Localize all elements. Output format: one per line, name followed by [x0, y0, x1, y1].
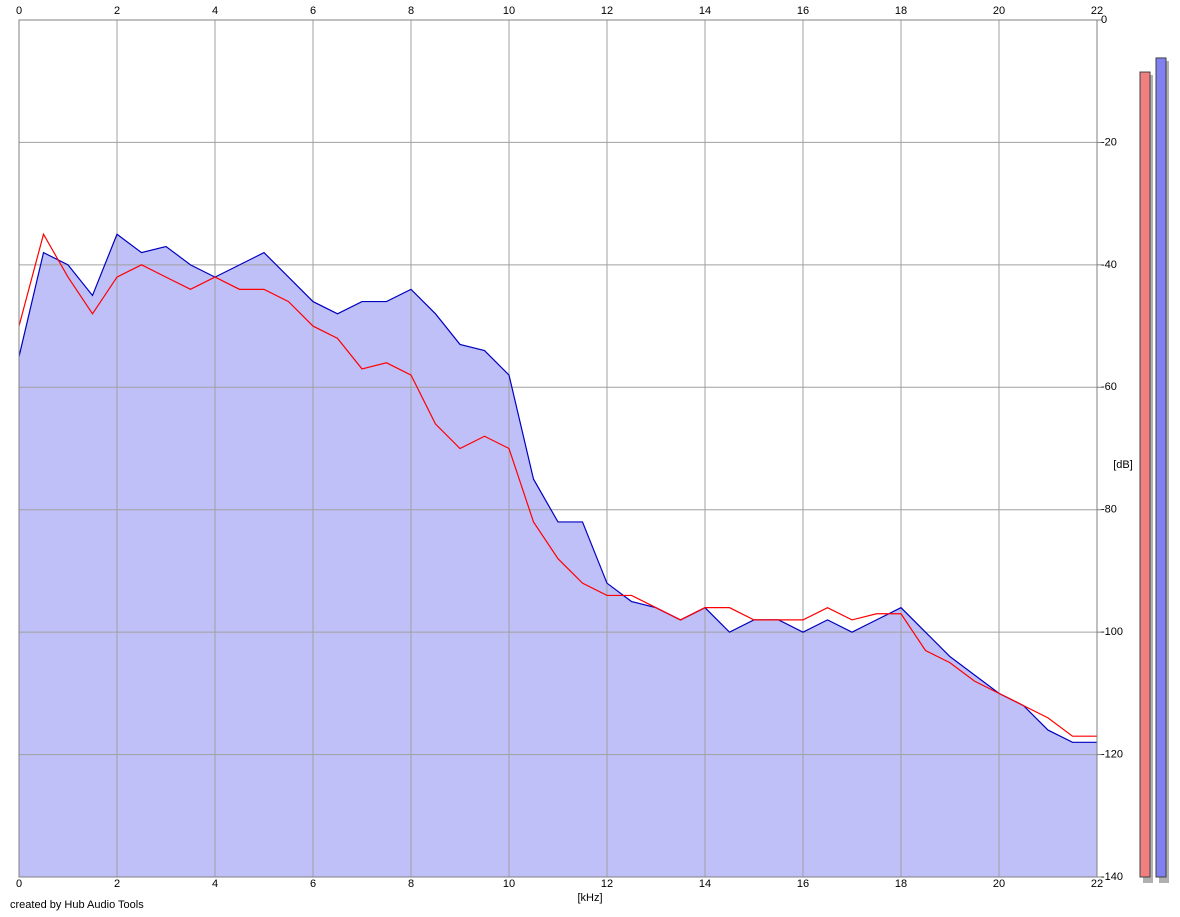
- y-tick-label: -120: [1101, 748, 1123, 760]
- y-tick-label: -80: [1101, 504, 1117, 516]
- x-tick-label: 2: [114, 5, 120, 17]
- line: [18, 232, 1097, 737]
- x-tick-label: 6: [310, 5, 316, 17]
- footnote: created by Hub Audio Tools: [10, 899, 144, 911]
- x-tick-label: 22: [1091, 5, 1103, 17]
- area: [19, 234, 1097, 877]
- x-tick-label: 4: [212, 5, 218, 17]
- x-tick-label: 16: [797, 5, 809, 17]
- x-tick-label: 12: [601, 878, 613, 890]
- x-tick-label: 10: [503, 878, 515, 890]
- plot-frame: [18, 19, 1098, 878]
- y-tick-label: -20: [1101, 136, 1117, 148]
- x-tick-label: 12: [601, 5, 613, 17]
- y-tick-label: -40: [1101, 259, 1117, 271]
- x-tick-label: 2: [114, 878, 120, 890]
- x-tick-label: 6: [310, 878, 316, 890]
- y-tick-label: -140: [1101, 871, 1123, 883]
- x-tick-label: 0: [16, 5, 22, 17]
- x-tick-label: 10: [503, 5, 515, 17]
- y-axis-label: [dB]: [1113, 459, 1133, 471]
- level-meter: [1139, 71, 1151, 878]
- x-tick-label: 20: [993, 5, 1005, 17]
- x-tick-label: 16: [797, 878, 809, 890]
- x-tick-label: 18: [895, 878, 907, 890]
- x-axis-label: [kHz]: [577, 892, 602, 904]
- x-tick-label: 20: [993, 878, 1005, 890]
- x-tick-label: 18: [895, 5, 907, 17]
- y-tick-label: 0: [1101, 14, 1107, 26]
- x-tick-label: 8: [408, 878, 414, 890]
- y-tick-label: -100: [1101, 626, 1123, 638]
- level-meter: [1155, 57, 1167, 878]
- x-tick-label: 4: [212, 878, 218, 890]
- x-tick-label: 14: [699, 878, 711, 890]
- x-tick-label: 0: [16, 878, 22, 890]
- x-tick-label: 22: [1091, 878, 1103, 890]
- line: [18, 233, 1097, 743]
- x-tick-label: 14: [699, 5, 711, 17]
- y-tick-label: -60: [1101, 381, 1117, 393]
- x-tick-label: 8: [408, 5, 414, 17]
